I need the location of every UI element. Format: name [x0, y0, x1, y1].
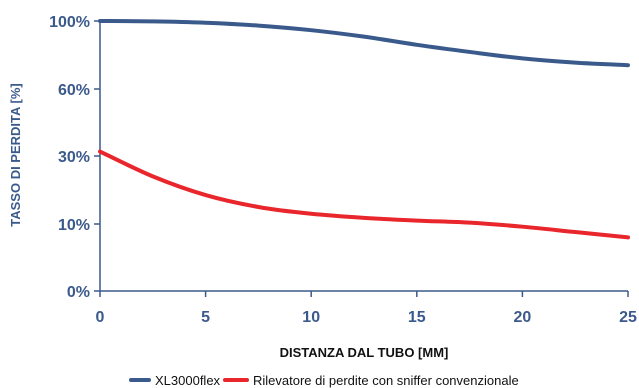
y-tick-label: 0%: [67, 284, 90, 301]
y-ticks: 0% 10% 30% 60% 100%: [49, 14, 100, 301]
series-lines: [98, 19, 630, 240]
y-tick-label: 100%: [49, 14, 90, 31]
y-tick-label: 30%: [58, 149, 90, 166]
y-tick-label: 60%: [58, 82, 90, 99]
legend-label-xl3000flex: XL3000flex: [155, 373, 221, 388]
series-line-conventional-sniffer: [98, 149, 630, 240]
x-axis-label: DISTANZA DAL TUBO [MM]: [280, 345, 449, 360]
series-line-xl3000flex: [98, 19, 630, 68]
y-axis-label: TASSO DI PERDITA [%]: [8, 83, 23, 226]
y-tick-label: 10%: [58, 217, 90, 234]
legend: XL3000flex Rilevatore di perdite con sni…: [129, 373, 519, 388]
x-tick-label: 5: [201, 309, 210, 326]
x-tick-label: 25: [619, 309, 637, 326]
legend-label-conventional-sniffer: Rilevatore di perdite con sniffer conven…: [253, 373, 519, 388]
x-ticks: 0 5 10 15 20 25: [96, 291, 637, 326]
x-tick-label: 0: [96, 309, 105, 326]
x-tick-label: 20: [514, 309, 532, 326]
x-tick-label: 15: [408, 309, 426, 326]
x-tick-label: 10: [302, 309, 320, 326]
